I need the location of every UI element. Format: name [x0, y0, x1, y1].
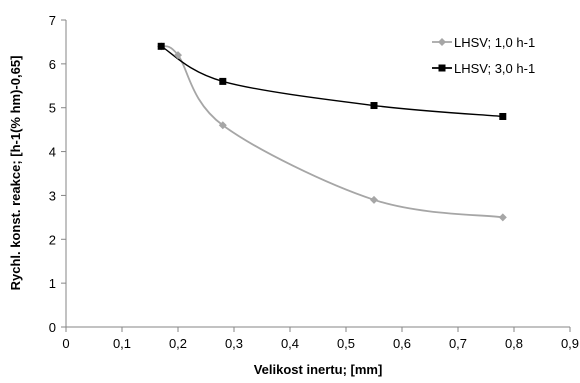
- y-axis-title: Rychl. konst. reakce; [h-1(% hm)-0,65]: [8, 56, 23, 291]
- data-point-square: [157, 42, 165, 50]
- x-tick-label: 0,8: [505, 336, 523, 351]
- x-tick-label: 0,4: [281, 336, 299, 351]
- legend-label-0: LHSV; 1,0 h-1: [454, 35, 535, 50]
- x-tick-label: 0,9: [561, 336, 579, 351]
- axes: [65, 20, 570, 328]
- data-point-diamond: [174, 51, 182, 60]
- y-tick-label: 6: [49, 57, 56, 72]
- x-tick-label: 0,7: [449, 336, 467, 351]
- legend-label-1: LHSV; 3,0 h-1: [454, 61, 535, 76]
- x-tick-label: 0,2: [169, 336, 187, 351]
- x-tick-label: 0,5: [337, 336, 355, 351]
- y-tick-label: 3: [49, 188, 56, 203]
- x-axis-title: Velikost inertu; [mm]: [254, 362, 383, 377]
- y-tick-label: 5: [49, 101, 56, 116]
- legend-marker-diamond: [438, 38, 446, 46]
- y-tick-label: 2: [49, 232, 56, 247]
- series-line-1: [160, 45, 503, 118]
- x-tick-label: 0,3: [225, 336, 243, 351]
- ticks: 0 0,1 0,2 0,3 0,4 0,5 0,6 0,7 0,8 0,9 0 1 2 3 4 5 6 7: [49, 13, 579, 351]
- data-point-square: [219, 77, 227, 85]
- legend-marker-square: [438, 64, 446, 72]
- series-line-0: [160, 45, 503, 219]
- y-tick-label: 1: [49, 276, 56, 291]
- data-point-square: [499, 112, 507, 120]
- data-point-diamond: [218, 121, 227, 130]
- y-tick-label: 0: [49, 320, 56, 335]
- y-tick-label: 7: [49, 13, 56, 28]
- data-point-diamond: [370, 195, 378, 204]
- series-lines: [160, 45, 503, 219]
- legend: LHSV; 1,0 h-1 LHSV; 3,0 h-1: [432, 35, 535, 76]
- x-tick-label: 0: [62, 336, 69, 351]
- data-point-square: [370, 102, 378, 110]
- x-tick-label: 0,1: [113, 336, 131, 351]
- data-point-diamond: [498, 213, 507, 222]
- y-tick-label: 4: [49, 145, 56, 160]
- series-markers: [157, 42, 507, 222]
- x-tick-label: 0,6: [393, 336, 411, 351]
